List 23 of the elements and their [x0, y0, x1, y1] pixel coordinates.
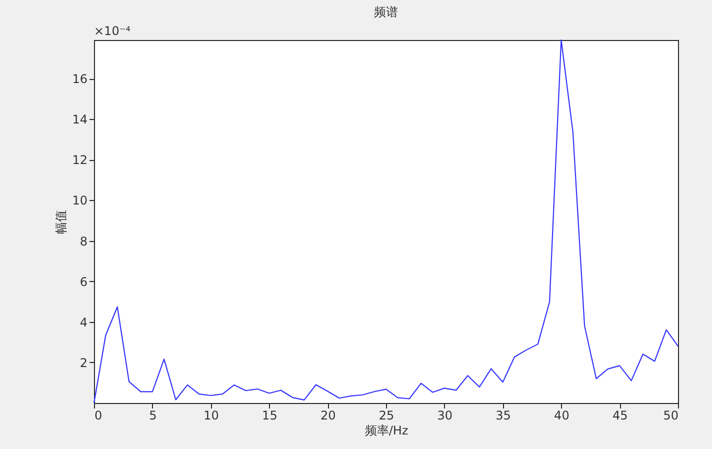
- x-tick-label: 30: [437, 408, 453, 422]
- x-tick-label: 5: [149, 408, 157, 422]
- chart-title: 频谱: [374, 5, 398, 19]
- x-tick-label: 35: [496, 408, 511, 422]
- y-tick-label: 16: [72, 72, 88, 86]
- y-tick-label: 2: [80, 356, 88, 370]
- x-tick-label: 20: [320, 408, 336, 422]
- y-axis-title: 幅值: [54, 210, 68, 234]
- y-tick-label: 12: [72, 153, 88, 168]
- y-tick-label: 4: [80, 315, 88, 330]
- y-tick-label: 8: [80, 234, 88, 248]
- text: ×10⁻⁴: [94, 24, 131, 38]
- x-tick-label: 0: [94, 408, 102, 422]
- x-tick-label: 40: [554, 408, 570, 422]
- x-tick-label: 10: [204, 408, 219, 422]
- y-tick-label: 14: [72, 112, 88, 127]
- x-tick-label: 45: [612, 408, 628, 422]
- x-axis-title: 频率/Hz: [364, 424, 408, 438]
- x-tick-label: 25: [378, 408, 394, 422]
- y-tick-label: 6: [80, 274, 88, 289]
- x-tick-label: 50: [663, 408, 678, 422]
- y-tick-label: 10: [72, 194, 88, 208]
- x-tick-label: 15: [262, 408, 278, 422]
